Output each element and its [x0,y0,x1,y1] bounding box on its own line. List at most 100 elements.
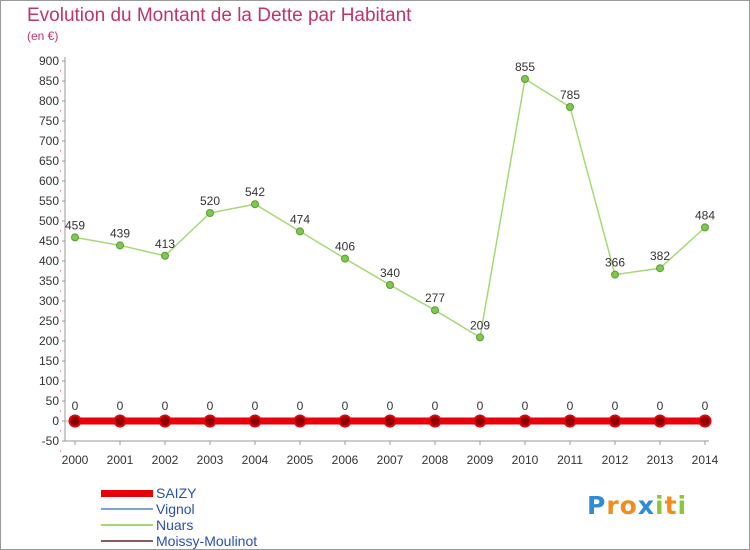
legend-label: Moissy-Moulinot [156,533,258,549]
y-tick-label: 800 [39,94,59,108]
data-label: 855 [515,60,535,74]
data-point [71,233,79,242]
data-point [701,223,709,232]
data-point [698,414,712,428]
data-point [338,414,352,428]
data-label: 277 [425,291,445,305]
data-point [563,414,577,428]
data-point [476,333,484,342]
data-point [248,414,262,428]
x-tick-label: 2008 [422,453,449,467]
logo-letter: r [606,491,620,520]
data-label: 520 [200,194,220,208]
data-point [608,414,622,428]
y-tick-label: 400 [39,254,59,268]
logo-letter: o [619,491,638,520]
data-point [518,414,532,428]
data-point [383,414,397,428]
data-point [251,200,259,209]
data-label: 0 [207,399,214,413]
data-label: 0 [342,399,349,413]
data-label: 0 [432,399,439,413]
y-tick-label: 500 [39,214,59,228]
data-point [293,414,307,428]
y-tick-label: 450 [39,234,59,248]
x-tick-label: 2011 [557,453,583,467]
proxiti-logo: Proxiti [587,491,687,520]
data-label: 0 [657,399,664,413]
chart-subtitle: (en €) [27,29,59,43]
data-label: 0 [522,399,529,413]
x-tick-label: 2005 [287,453,314,467]
data-labels: 459 439 413 520 542 474 406 340 277 209 855 785 366 3… [65,60,715,413]
data-point [431,306,439,315]
data-label: 366 [605,256,625,270]
data-point [161,251,169,260]
x-tick-label: 2014 [692,453,719,467]
legend-swatch [101,508,153,510]
y-tick-label: 350 [39,274,59,288]
y-tick-label: 250 [39,314,59,328]
data-label: 0 [72,399,79,413]
data-point [203,414,217,428]
y-tick-label: 0 [52,414,59,428]
data-point [428,414,442,428]
data-label: 439 [110,226,130,240]
y-tick-label: -50 [42,434,60,448]
data-label: 474 [290,212,310,226]
x-tick-label: 2013 [647,453,674,467]
data-point [113,414,127,428]
data-label: 459 [65,218,85,232]
series-layer [68,75,712,428]
y-tick-label: 750 [39,114,59,128]
data-point [386,281,394,289]
x-tick-label: 2004 [242,453,269,467]
legend-label: SAIZY [156,485,197,501]
y-tick-label: 850 [39,74,59,88]
legend-swatch [101,540,153,542]
x-tick-label: 2003 [197,453,224,467]
y-tick-label: 550 [39,194,59,208]
y-tick-label: 100 [39,374,59,388]
x-tick-label: 2006 [332,453,359,467]
x-tick-label: 2001 [107,453,134,467]
data-label: 413 [155,237,175,251]
data-label: 0 [702,399,709,413]
logo-letter: x [637,491,655,520]
y-tick-label: 50 [46,394,60,408]
data-label: 406 [335,240,355,254]
x-ticks: 2000 2001 2002 2003 2004 2005 2006 2007 2008 2009… [62,441,719,467]
y-ticks: -50 0 50 100 150 200 250 300 350 400 450 500 550 600 6… [39,54,65,452]
data-label: 209 [470,318,490,332]
data-point [206,209,214,217]
logo-letter: i [655,491,665,520]
y-tick-label: 650 [39,154,59,168]
data-point [68,414,82,428]
data-point [521,75,529,83]
x-tick-label: 2000 [62,453,89,467]
data-label: 785 [560,88,580,102]
y-tick-label: 150 [39,354,59,368]
data-label: 0 [117,399,124,413]
data-label: 0 [162,399,169,413]
data-label: 0 [567,399,574,413]
x-tick-label: 2007 [377,453,404,467]
data-point [653,414,667,428]
chart-title: Evolution du Montant de la Dette par Hab… [27,5,412,26]
data-point [116,241,124,250]
legend-label: Nuars [156,517,194,533]
data-label: 0 [612,399,619,413]
x-tick-label: 2010 [512,453,539,467]
data-point [158,414,172,428]
data-point [296,227,304,236]
data-label: 0 [387,399,394,413]
x-tick-label: 2009 [467,453,494,467]
data-point [473,414,487,428]
data-point [656,264,664,273]
y-tick-label: 300 [39,294,59,308]
data-label: 542 [245,185,265,199]
data-label: 340 [380,266,400,280]
x-tick-label: 2012 [602,453,629,467]
